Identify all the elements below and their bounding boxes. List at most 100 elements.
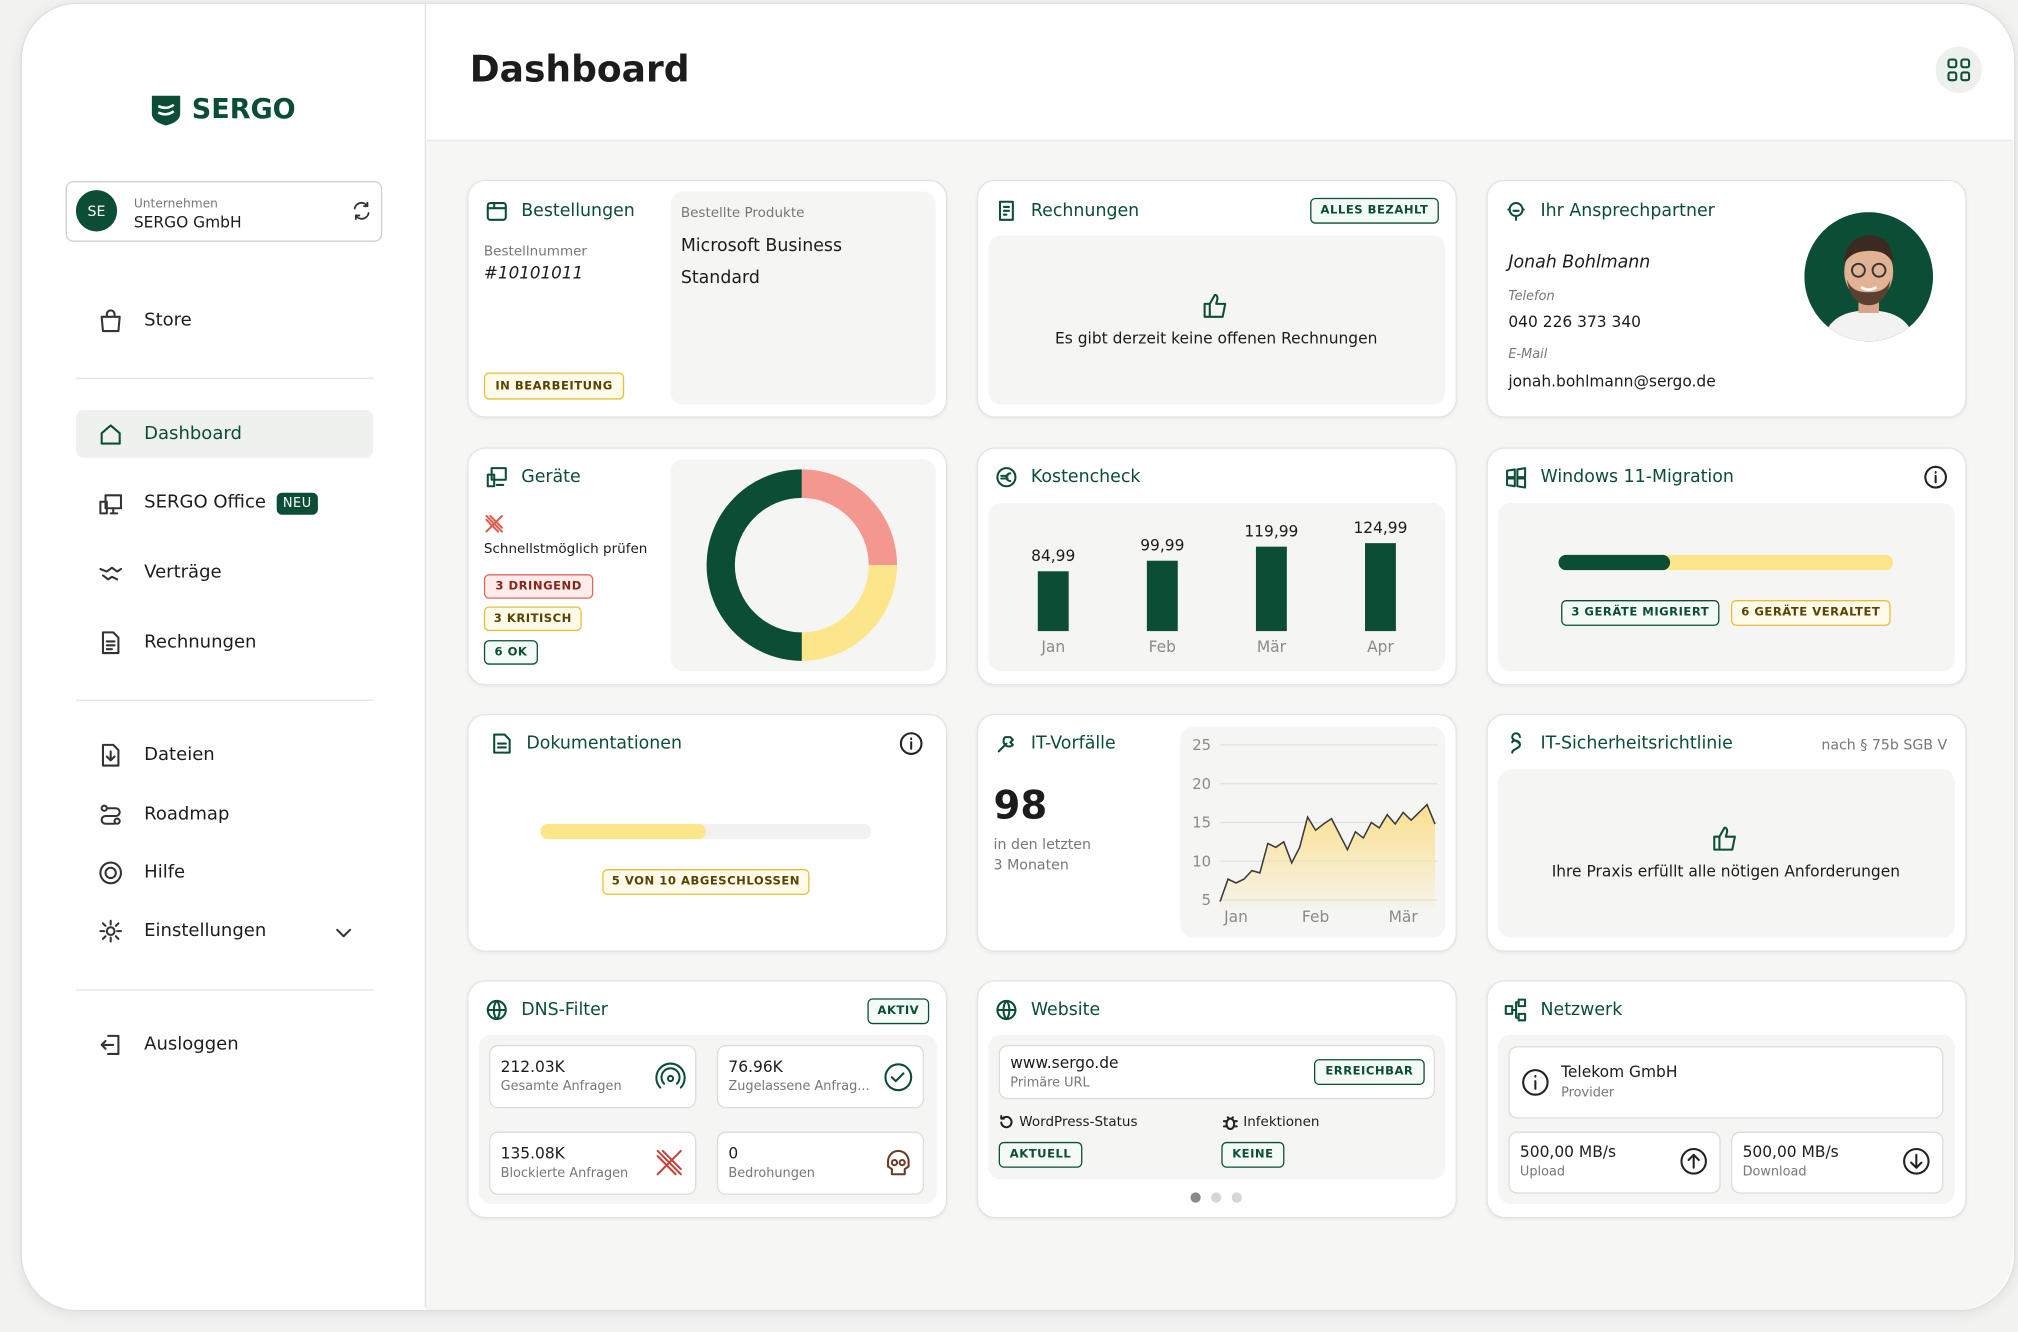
label: Download [1742,1165,1807,1180]
nav-item[interactable]: SERGO Office [144,492,266,513]
donut-segment [801,565,898,661]
card-icon [997,736,1014,753]
caption: in den letzten [993,835,1092,853]
stat-value: 76.96K [728,1057,783,1076]
stat-tile [716,1044,925,1109]
x-tick-label: Feb [1149,638,1176,656]
y-tick-label: 15 [1192,815,1211,832]
card-title: Dokumentationen [526,733,683,754]
label: Primäre URL [1010,1075,1090,1091]
stat-icon [884,1063,913,1092]
note: nach § 75b SGB V [1821,736,1948,754]
company-switcher[interactable] [65,181,383,242]
contact-name: Jonah Bohlmann [1508,252,1651,273]
thumb-icon [1713,826,1736,851]
area-fill [1220,804,1435,908]
order-number: #10101011 [483,264,584,284]
provider: Telekom GmbH [1561,1062,1678,1081]
nav-item[interactable]: Hilfe [144,862,186,883]
progress-outdated [1662,554,1894,571]
y-tick-label: 20 [1192,776,1211,793]
new-badge: NEU [276,492,318,515]
value-label: 124,99 [1353,519,1407,537]
nav-item[interactable]: Store [144,309,192,331]
card-title: Bestellungen [521,200,635,222]
upload-icon [1680,1147,1707,1175]
card-title: Kostencheck [1030,466,1141,488]
status-badge: AKTIV [867,998,930,1025]
severity-badge: 6 OK [483,640,538,665]
nav-item[interactable]: Dashboard [144,423,242,445]
stat-icon [655,1062,686,1089]
refresh-icon [1000,1114,1013,1129]
bar [1037,571,1069,632]
caption: 3 Monaten [993,856,1069,874]
nav-icon [101,631,120,655]
info-icon[interactable] [1924,465,1947,489]
nav-icon [100,1034,120,1055]
status-badge: 5 VON 10 ABGESCHLOSSEN [602,869,810,895]
speed-tile [1731,1131,1944,1194]
stat-value: 0 [728,1144,739,1163]
pager-dot[interactable] [1211,1192,1222,1203]
phone: 040 226 373 340 [1508,312,1641,331]
nav-item[interactable]: Verträge [144,562,222,583]
label: Telefon [1508,289,1555,304]
logo-icon [151,95,181,126]
chevron[interactable] [331,919,357,945]
status-badge: 6 GERÄTE VERALTET [1731,600,1891,626]
layout-button[interactable] [1935,46,1982,94]
nav-icon [100,804,121,825]
donut-chart [706,469,898,661]
label: Bestellnummer [483,244,587,260]
bar [1365,543,1396,632]
nav-item[interactable]: Ausloggen [144,1034,239,1055]
x-tick-label: Apr [1367,638,1394,656]
download-icon [1903,1147,1930,1175]
products-box [670,191,936,405]
nav-item[interactable]: Rechnungen [144,631,257,653]
x-tick-label: Jan [1040,638,1065,656]
card-icon [1511,732,1521,754]
nav-item[interactable]: Dateien [144,744,215,766]
nav-active-bg [75,409,374,458]
logo-text: SERGO [191,93,296,125]
nav-item[interactable]: Roadmap [144,803,230,825]
company-name: SERGO GmbH [133,213,242,232]
message-box [988,235,1446,405]
url[interactable]: www.sergo.de [1010,1053,1119,1072]
company-avatar: SE [75,190,118,232]
value-label: 84,99 [1031,547,1075,565]
nav-item[interactable]: Einstellungen [144,920,267,941]
stat-tile [716,1131,925,1195]
info-icon[interactable] [899,732,923,755]
bar-chart: 84,99 Jan 99,99 Feb 119,99 Mär 124,99 Apr [1031,519,1407,656]
stat-label: Gesamte Anfragen [500,1079,622,1095]
y-tick-label: 25 [1192,737,1211,754]
provider-tile [1508,1046,1944,1119]
product-line: Microsoft Business [680,235,843,256]
info-icon [1522,1069,1549,1096]
company-label: Unternehmen [133,196,218,212]
speed: 500,00 MB/s [1519,1142,1617,1162]
message: Ihre Praxis erfüllt alle nötigen Anforde… [1551,862,1901,881]
card-title: Rechnungen [1030,200,1140,222]
status-badge: ERREICHBAR [1314,1059,1425,1085]
y-tick-label: 5 [1202,892,1211,909]
card-icon [1504,998,1527,1022]
card-icon [486,201,507,221]
card-icon [1506,467,1527,489]
divider [75,699,374,701]
pager-dot[interactable] [1231,1192,1242,1203]
bug-icon [1222,1116,1238,1130]
contact-photo [1804,212,1934,342]
swap-icon[interactable] [350,199,373,222]
severity-badge: 3 DRINGEND [483,574,594,599]
stat-icon [656,1149,682,1176]
grid-icon [1947,58,1971,82]
stat-icon [886,1149,910,1176]
pager-dot[interactable] [1190,1192,1201,1203]
card-title: Website [1030,999,1101,1021]
